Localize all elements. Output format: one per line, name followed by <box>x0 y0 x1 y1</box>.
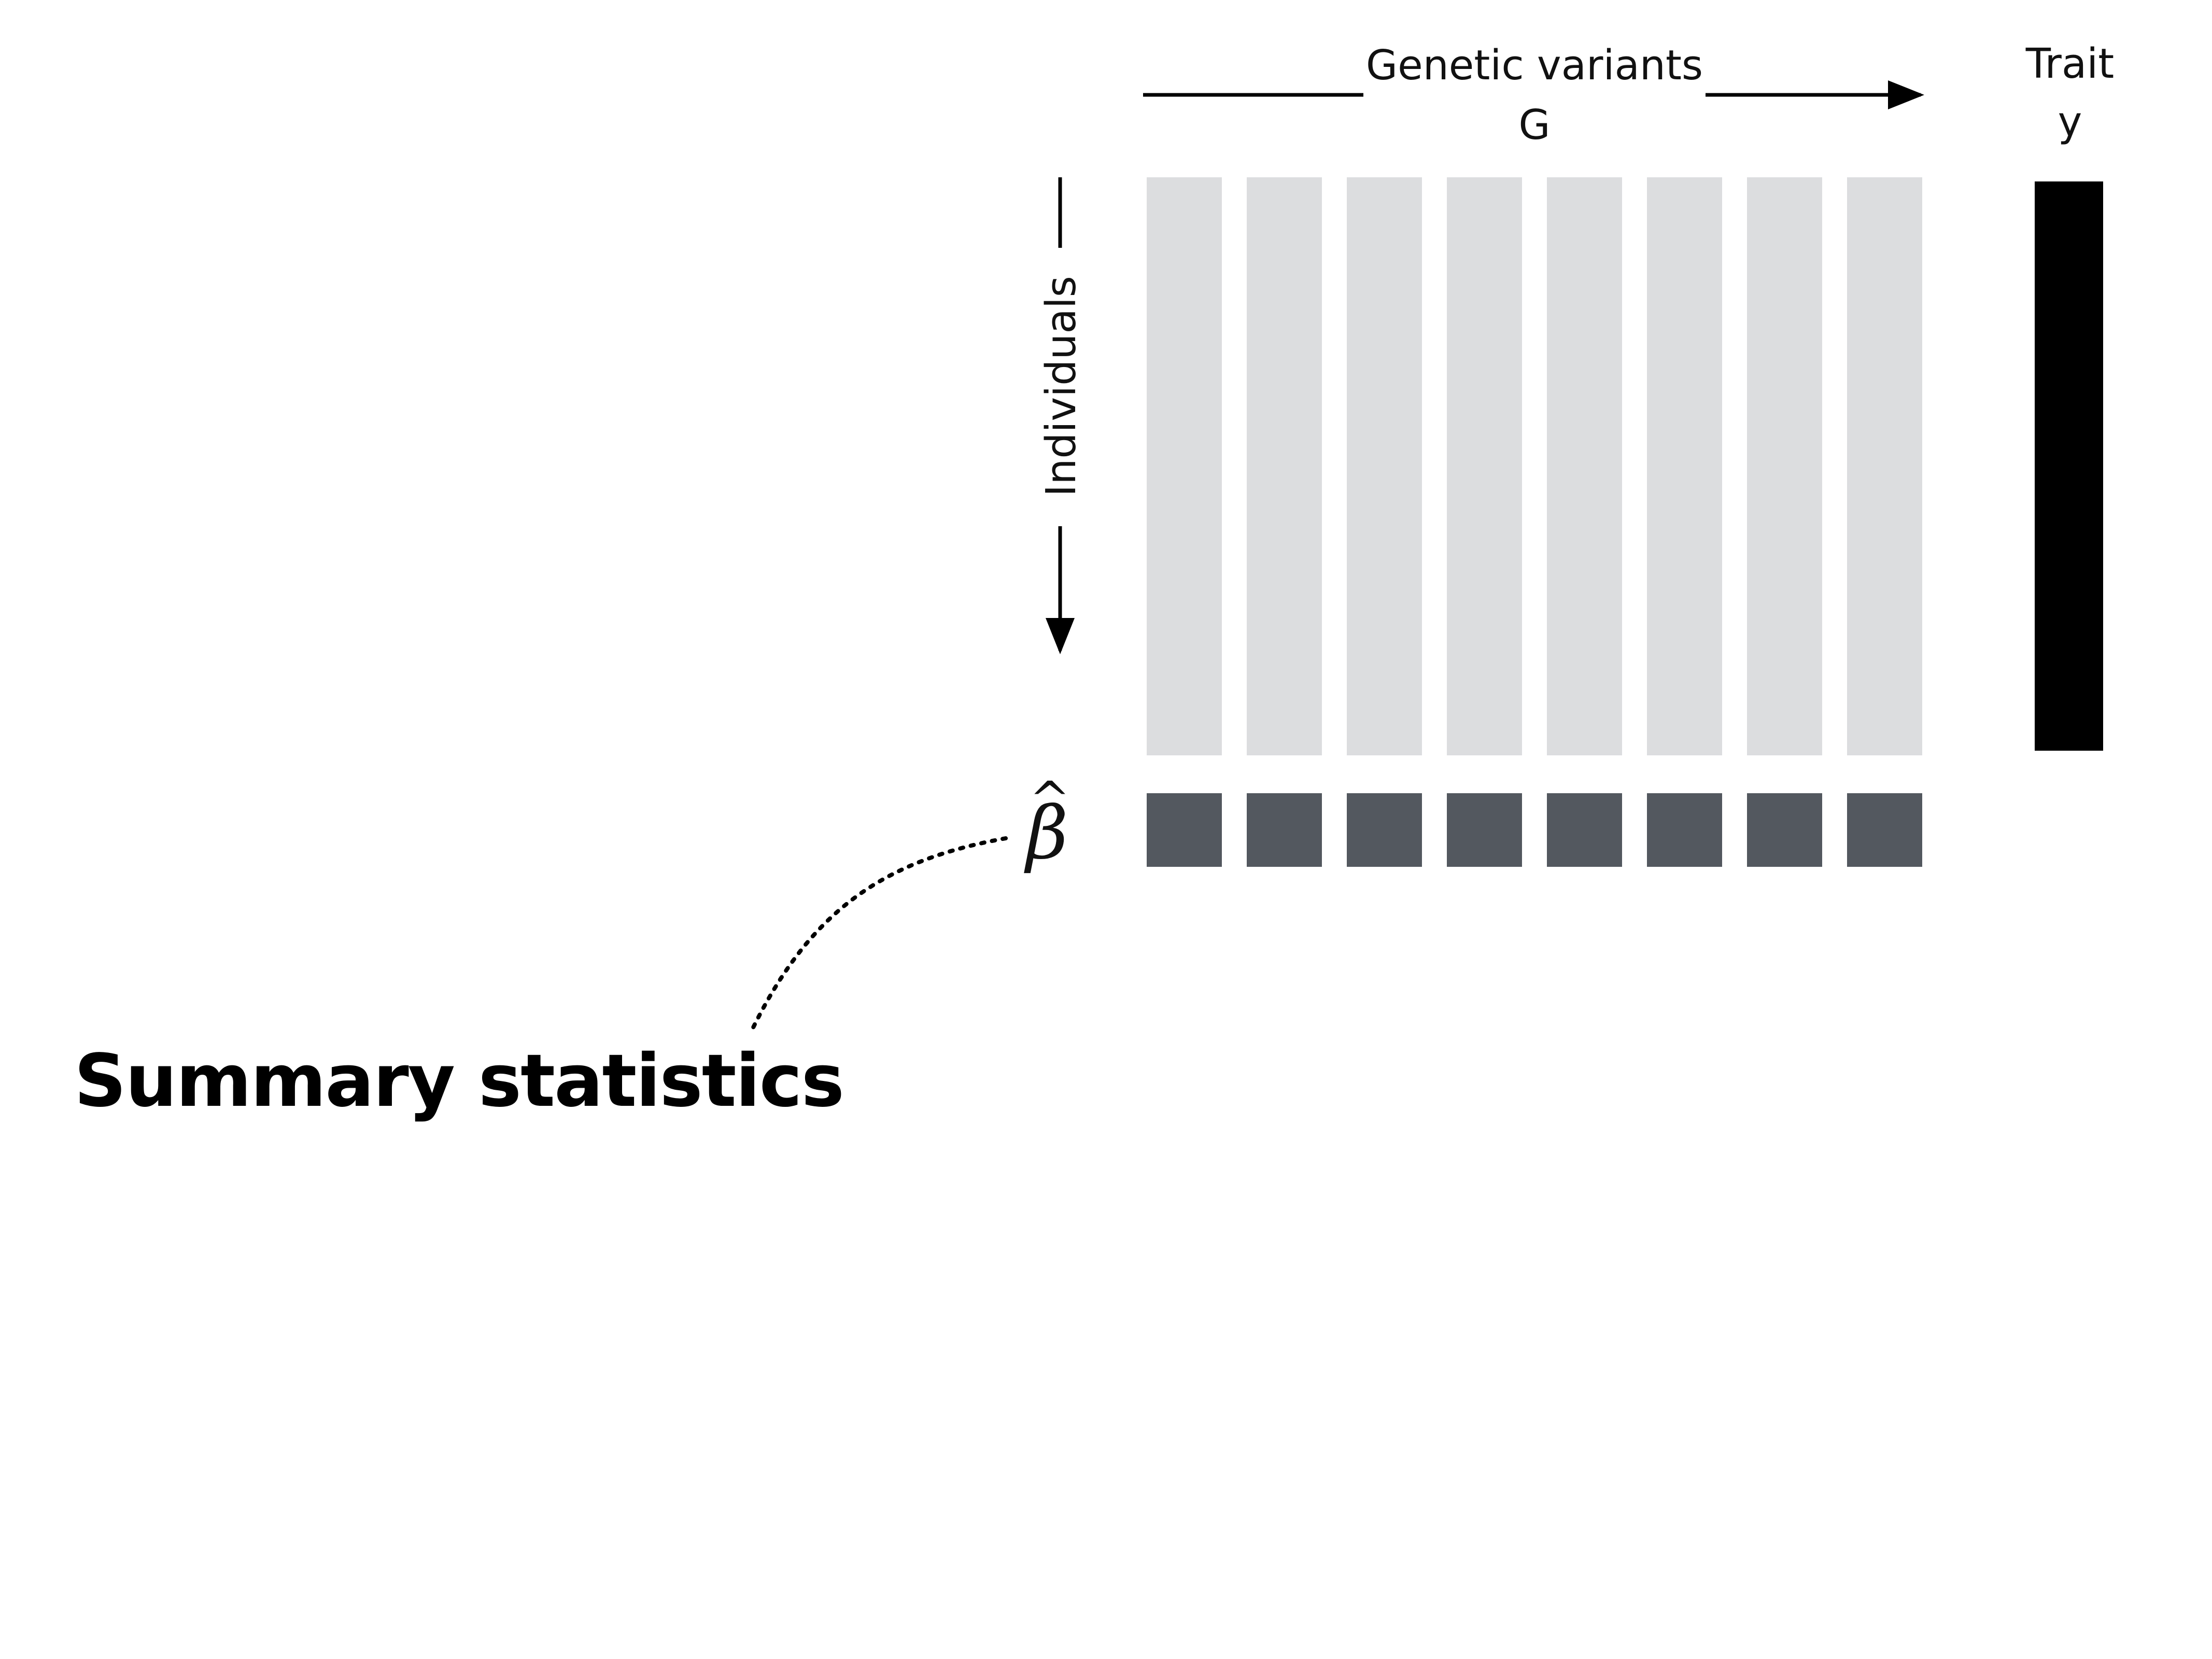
trait-column <box>2035 181 2103 751</box>
genetic-variants-label: Genetic variants <box>1366 41 1703 89</box>
genotype-column-7 <box>1747 177 1822 755</box>
beta-hat-row <box>1147 793 1922 867</box>
genotype-column-6 <box>1647 177 1722 755</box>
beta-square-8 <box>1847 793 1922 867</box>
beta-square-6 <box>1647 793 1722 867</box>
beta-square-4 <box>1447 793 1522 867</box>
beta-square-3 <box>1347 793 1422 867</box>
genotype-matrix-symbol: G <box>1518 101 1550 149</box>
genotype-column-5 <box>1547 177 1622 755</box>
trait-symbol: y <box>2058 98 2082 146</box>
beta-square-5 <box>1547 793 1622 867</box>
trait-label: Trait <box>2025 40 2114 88</box>
beta-square-7 <box>1747 793 1822 867</box>
individuals-label: Individuals <box>1037 276 1085 497</box>
genotype-column-8 <box>1847 177 1922 755</box>
genotype-column-2 <box>1247 177 1322 755</box>
beta-hat-symbol: β <box>1024 791 1068 876</box>
beta-square-1 <box>1147 793 1222 867</box>
genotype-column-4 <box>1447 177 1522 755</box>
genotype-column-3 <box>1347 177 1422 755</box>
summary-statistics-label: Summary statistics <box>74 1039 843 1123</box>
beta-hat-accent: ^ <box>1029 771 1070 828</box>
genotype-matrix <box>1147 177 1922 755</box>
beta-square-2 <box>1247 793 1322 867</box>
genotype-column-1 <box>1147 177 1222 755</box>
dotted-connector <box>749 836 1008 1035</box>
